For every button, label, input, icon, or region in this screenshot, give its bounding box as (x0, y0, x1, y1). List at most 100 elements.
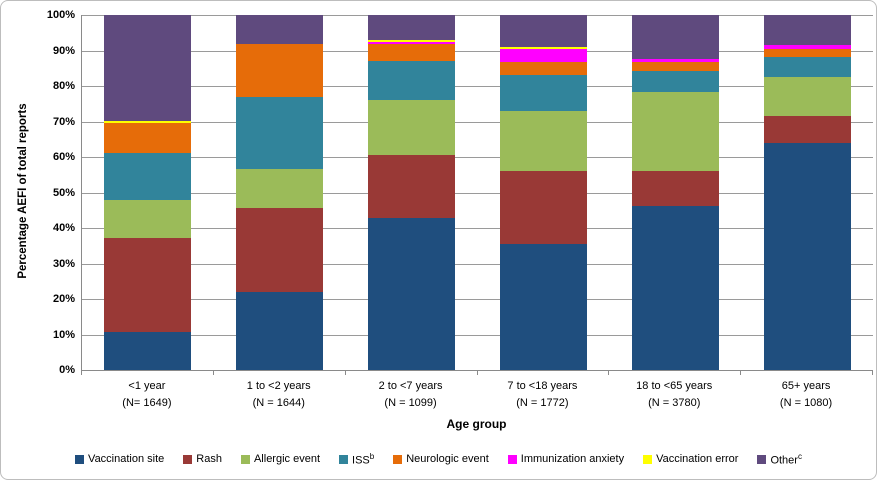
x-axis-tick (608, 370, 610, 375)
gridline (82, 228, 873, 229)
x-category-count: (N = 1099) (384, 397, 437, 409)
plot-area (81, 15, 873, 375)
y-tick-label: 50% (52, 186, 75, 199)
y-tick-label: 90% (52, 44, 75, 57)
segment-rash (104, 237, 192, 333)
x-category-count: (N = 3780) (648, 397, 701, 409)
stacked-bar (763, 15, 851, 370)
segment-other (499, 15, 587, 47)
stacked-bar (631, 15, 719, 370)
segment-vaccination-site (236, 291, 324, 370)
legend-label: Rash (196, 453, 222, 466)
segment-iss (499, 75, 587, 111)
legend-item: Rash (183, 453, 222, 465)
segment-rash (631, 171, 719, 206)
segment-neurologic-event (499, 61, 587, 76)
legend-swatch-vaccination-error (643, 454, 653, 464)
gridline (82, 192, 873, 194)
segment-allergic-event (104, 200, 192, 238)
legend-item: ISSb (339, 452, 374, 467)
segment-vaccination-error (368, 40, 456, 43)
gridline (82, 263, 873, 265)
segment-rash (368, 154, 456, 218)
legend-label: Otherc (770, 452, 802, 467)
legend-swatch-allergic-event (240, 454, 250, 464)
segment-neurologic-event (763, 49, 851, 57)
x-axis-tick (81, 370, 82, 375)
x-category-name: 2 to <7 years (378, 380, 443, 392)
x-category-count: (N = 1080) (779, 397, 833, 409)
segment-vaccination-error (499, 46, 587, 49)
legend-label: Neurologic event (406, 453, 489, 466)
segment-vaccination-error (104, 120, 192, 123)
legend-swatch-vaccination-site (75, 454, 85, 464)
x-category-count: (N = 1644) (252, 397, 305, 409)
x-axis-tick (872, 370, 873, 375)
legend-label: Allergic event (253, 453, 321, 466)
legend-label: Immunization anxiety (520, 453, 625, 466)
y-tick-label: 20% (52, 293, 75, 305)
x-axis-tick (212, 370, 214, 375)
segment-iss (763, 56, 851, 78)
stacked-bar (499, 15, 587, 370)
segment-other (104, 15, 192, 121)
x-axis-tick (740, 370, 742, 375)
segment-rash (763, 116, 851, 143)
x-category-label: 2 to <7 years (N = 1099) (345, 378, 477, 412)
x-category-count: (N = 1772) (516, 397, 569, 409)
segment-allergic-event (763, 77, 851, 117)
segment-allergic-event (631, 91, 719, 172)
segment-iss (631, 71, 719, 92)
legend-swatch-rash (183, 454, 193, 464)
x-category-name: 65+ years (781, 380, 831, 392)
segment-immunization-anxiety (499, 48, 587, 62)
segment-neurologic-event (631, 62, 719, 72)
x-axis-title: Age group (446, 417, 507, 431)
x-axis-tick (476, 370, 478, 375)
x-category-name: 1 to <2 years (246, 380, 311, 392)
segment-vaccination-site (368, 217, 456, 370)
legend-swatch-other (757, 454, 767, 464)
segment-neurologic-event (368, 44, 456, 62)
legend-label: Vaccination site (88, 453, 165, 466)
segment-vaccination-site (499, 243, 587, 370)
segment-other (763, 15, 851, 46)
y-tick-label: 10% (52, 328, 75, 341)
segment-vaccination-site (104, 332, 192, 370)
x-category-name: <1 year (128, 380, 166, 392)
segment-other (236, 15, 324, 45)
x-category-label: 7 to <18 years (N = 1772) (477, 378, 609, 412)
gridline (82, 86, 873, 87)
stacked-bar (236, 15, 324, 370)
legend-item: Vaccination site (75, 453, 164, 465)
segment-rash (499, 170, 587, 244)
segment-neurologic-event (236, 44, 324, 97)
y-tick-label: 30% (52, 257, 75, 270)
segment-other (368, 15, 456, 41)
stacked-bar (104, 15, 192, 370)
x-axis-tick (344, 370, 346, 375)
segment-immunization-anxiety (631, 58, 719, 63)
legend-swatch-neurologic-event (393, 454, 403, 464)
segment-iss (368, 61, 456, 100)
segment-vaccination-site (763, 142, 851, 370)
segment-immunization-anxiety (368, 42, 456, 45)
y-tick-label: 60% (52, 151, 75, 163)
legend-swatch-iss (339, 454, 349, 464)
segment-iss (104, 152, 192, 201)
gridline (82, 15, 873, 16)
segment-other (631, 15, 719, 59)
segment-immunization-anxiety (763, 45, 851, 50)
x-category-label: 65+ years (N = 1080) (740, 378, 872, 412)
legend-label-superscript: b (369, 452, 375, 461)
gridline (82, 299, 873, 300)
segment-neurologic-event (104, 122, 192, 153)
legend-label: Vaccination error (656, 453, 739, 466)
y-tick-label: 40% (52, 222, 75, 234)
legend-label-superscript: c (797, 452, 802, 461)
x-category-label: 1 to <2 years (N = 1644) (213, 378, 345, 412)
y-tick-label: 80% (52, 80, 75, 92)
gridline (82, 334, 873, 336)
legend-item: Vaccination error (643, 453, 738, 465)
